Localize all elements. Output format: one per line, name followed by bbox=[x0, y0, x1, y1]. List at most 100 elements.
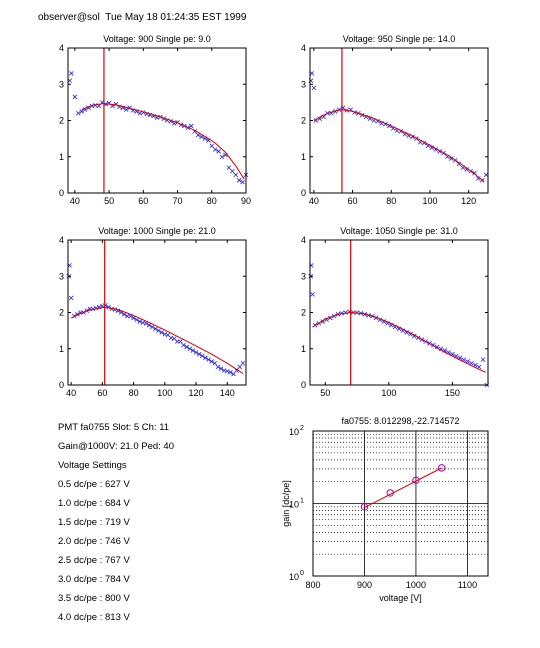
x-tick-label: 50 bbox=[104, 196, 114, 206]
pmt-info-panel: PMT fa0755 Slot: 5 Ch: 11 Gain@1000V: 21… bbox=[58, 418, 174, 627]
plot-frame bbox=[312, 430, 489, 577]
data-point bbox=[226, 165, 232, 170]
y-tick-label: 0 bbox=[59, 188, 64, 198]
fit-curve bbox=[312, 311, 486, 373]
voltage-setting-row: 2.0 dc/pe : 746 V bbox=[58, 536, 130, 547]
data-point bbox=[190, 348, 196, 353]
data-point bbox=[480, 357, 486, 362]
x-tick-label: 1000 bbox=[406, 580, 426, 590]
data-point bbox=[156, 328, 161, 333]
fit-curve bbox=[70, 306, 244, 374]
y-tick-label: 10 bbox=[289, 572, 299, 582]
y-tick-label: 3 bbox=[301, 271, 306, 281]
data-point bbox=[476, 176, 481, 181]
panel-title: Voltage: 950 Single pe: 14.0 bbox=[343, 34, 456, 44]
scatter-panel-4: Voltage: 1050 Single pe: 31.0 50 100 150 0 1 2… bbox=[301, 226, 490, 398]
data-point bbox=[354, 310, 360, 315]
data-point bbox=[153, 326, 158, 332]
page-header: observer@sol Tue May 18 01:24:35 EST 199… bbox=[38, 12, 247, 23]
data-point bbox=[240, 179, 245, 185]
data-point bbox=[79, 109, 84, 114]
y-tick-label: 2 bbox=[59, 308, 64, 318]
y-tick-label: 1 bbox=[301, 344, 306, 354]
scatter-panel-1: Voltage: 900 Single pe: 9.0 40 50 60 70 80 90 0… bbox=[59, 34, 251, 206]
panel-title: Voltage: 1000 Single pe: 21.0 bbox=[98, 226, 216, 236]
voltage-setting-row: 3.0 dc/pe : 784 V bbox=[58, 574, 130, 585]
panel-title: Voltage: 1050 Single pe: 31.0 bbox=[340, 226, 458, 236]
y-tick-exponent: 0 bbox=[300, 570, 304, 577]
x-tick-label: 1100 bbox=[458, 580, 477, 590]
x-tick-label: 60 bbox=[138, 196, 148, 206]
y-tick-label: 0 bbox=[59, 380, 64, 390]
gain-point bbox=[437, 464, 446, 472]
data-point bbox=[311, 85, 317, 91]
scatter-panel-3: Voltage: 1000 Single pe: 21.040 60 80 100 12… bbox=[59, 226, 247, 398]
data-point bbox=[193, 350, 199, 355]
x-tick-label: 120 bbox=[461, 196, 476, 206]
data-point bbox=[72, 94, 78, 100]
y-tick-exponent: 2 bbox=[300, 425, 304, 432]
voltage-setting-row: 3.5 dc/pe : 800 V bbox=[58, 593, 130, 604]
x-tick-label: 70 bbox=[173, 196, 183, 206]
x-tick-label: 80 bbox=[386, 196, 396, 206]
data-point bbox=[404, 330, 409, 335]
data-point bbox=[181, 342, 186, 348]
x-tick-label: 150 bbox=[445, 388, 460, 398]
y-tick-label: 3 bbox=[301, 79, 306, 89]
data-point bbox=[209, 359, 214, 364]
y-tick-label: 1 bbox=[59, 344, 64, 354]
voltage-settings-title: Voltage Settings bbox=[58, 460, 127, 471]
panel-title: fa0755: 8.012298,-22.714572 bbox=[341, 416, 459, 426]
data-point bbox=[218, 366, 224, 371]
data-point bbox=[216, 149, 221, 154]
x-tick-label: 900 bbox=[357, 580, 372, 590]
data-point bbox=[68, 295, 74, 301]
data-point bbox=[224, 368, 230, 374]
data-point bbox=[215, 364, 221, 370]
data-point bbox=[237, 364, 243, 370]
y-tick-exponent: 1 bbox=[300, 498, 304, 505]
data-point bbox=[231, 371, 236, 377]
x-tick-label: 40 bbox=[66, 388, 76, 398]
y-tick-label: 4 bbox=[59, 43, 64, 53]
data-point bbox=[187, 346, 193, 352]
y-tick-label: 4 bbox=[301, 235, 306, 245]
pmt-line: PMT fa0755 Slot: 5 Ch: 11 bbox=[58, 422, 170, 433]
scatter-panel-2: Voltage: 950 Single pe: 14.040 60 80 100 120… bbox=[301, 34, 489, 206]
y-tick-label: 1 bbox=[59, 152, 64, 162]
data-point bbox=[184, 344, 189, 350]
y-axis-label: gain [dc/pe] bbox=[281, 480, 291, 527]
y-tick-label: 0 bbox=[301, 188, 306, 198]
data-point bbox=[209, 143, 215, 149]
data-point bbox=[188, 123, 194, 129]
gain-point bbox=[360, 503, 369, 511]
x-tick-label: 80 bbox=[129, 388, 139, 398]
y-tick-label: 2 bbox=[301, 116, 306, 126]
plot-frame bbox=[309, 47, 489, 194]
x-tick-label: 60 bbox=[97, 388, 107, 398]
fit-curve bbox=[313, 109, 485, 182]
y-tick-label: 2 bbox=[59, 116, 64, 126]
fit-curve bbox=[81, 102, 245, 180]
data-point bbox=[219, 154, 225, 160]
plot-frame bbox=[67, 47, 247, 194]
voltage-setting-row: 1.5 dc/pe : 719 V bbox=[58, 517, 130, 528]
data-point bbox=[309, 71, 315, 76]
panel-title: Voltage: 900 Single pe: 9.0 bbox=[103, 34, 211, 44]
x-tick-label: 80 bbox=[207, 196, 217, 206]
x-tick-label: 100 bbox=[422, 196, 437, 206]
y-tick-label: 0 bbox=[301, 380, 306, 390]
data-point bbox=[310, 292, 315, 297]
data-point bbox=[69, 71, 74, 76]
data-point bbox=[206, 357, 211, 362]
data-point bbox=[123, 107, 129, 112]
y-tick-label: 4 bbox=[301, 43, 306, 53]
data-point bbox=[131, 315, 136, 321]
data-point bbox=[212, 360, 218, 366]
voltage-setting-row: 4.0 dc/pe : 813 V bbox=[58, 612, 130, 623]
x-tick-label: 50 bbox=[320, 388, 330, 398]
data-point bbox=[429, 145, 435, 150]
x-tick-label: 90 bbox=[241, 196, 251, 206]
data-point bbox=[483, 172, 489, 178]
